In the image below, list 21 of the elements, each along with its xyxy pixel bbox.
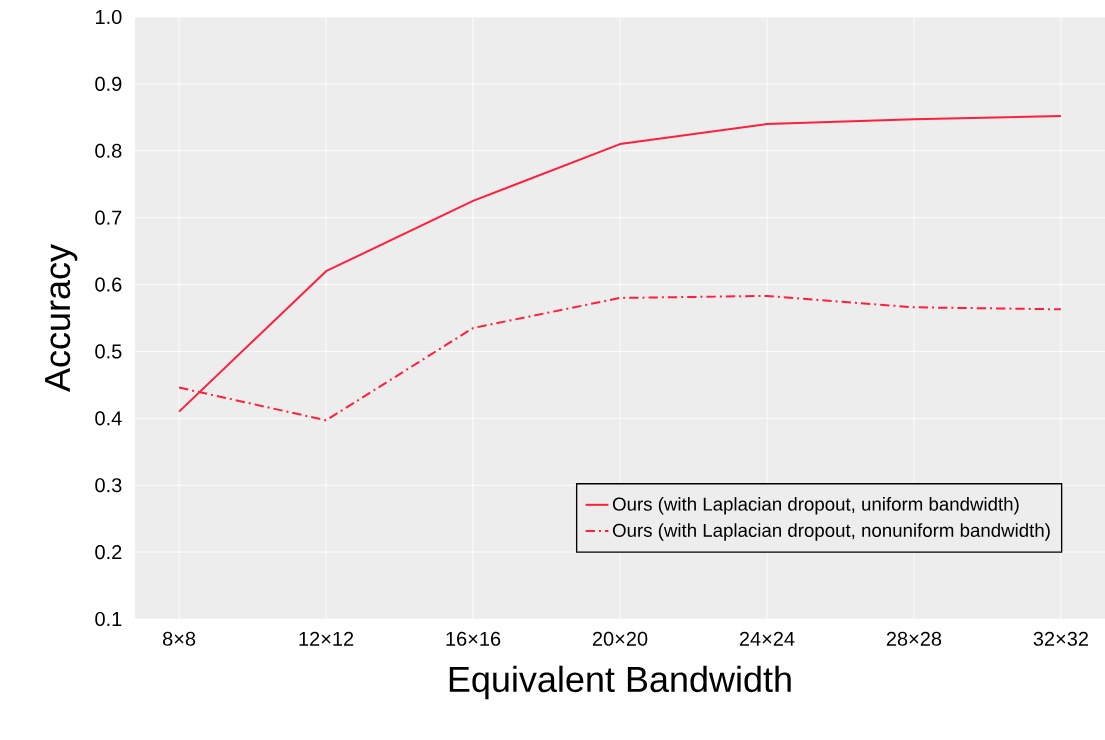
x-tick-label: 28×28 [886,631,942,646]
y-tick-label: 1.0 [96,9,122,25]
y-tick-label: 0.7 [95,210,122,225]
y-tick-label: 0.2 [95,545,122,560]
y-tick-label: 0.5 [95,344,122,359]
y-tick-label: 0.6 [95,277,122,292]
x-tick-label: 12×12 [299,631,354,646]
y-axis-title: Accuracy [45,244,78,392]
x-tick-label: 32×32 [1033,631,1088,646]
legend-label: Ours (with Laplacian dropout, uniform bandwidth) [612,497,1019,515]
x-tick-label: 16×16 [446,631,501,646]
legend-label: Ours (with Laplacian dropout, nonuniform bandwidth) [612,523,1050,541]
y-tick-label: 0.3 [95,478,122,493]
x-tick-label: 20×20 [592,631,648,646]
x-tick-label: 8×8 [163,631,196,646]
x-axis-title: Equivalent Bandwidth [449,665,791,700]
y-tick-label: 0.8 [95,143,122,158]
y-tick-label: 0.1 [95,611,122,627]
y-tick-label: 0.9 [95,76,122,91]
y-tick-label: 0.4 [95,411,122,426]
x-tick-label: 24×24 [739,631,795,646]
